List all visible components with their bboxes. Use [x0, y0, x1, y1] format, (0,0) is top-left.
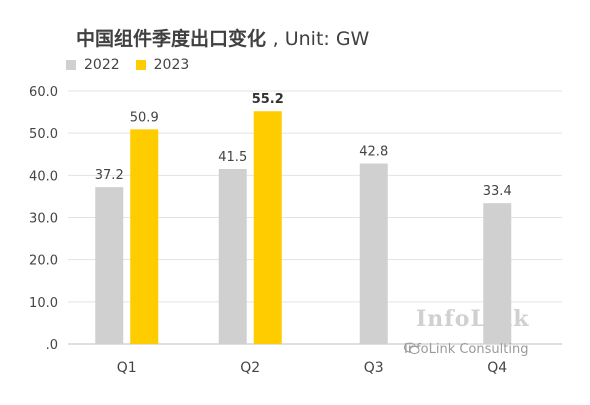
y-tick-label: 10.0 — [29, 296, 58, 311]
y-axis-ticks: .0 10.0 20.0 30.0 40.0 50.0 60.0 — [29, 85, 58, 353]
data-label-2022-Q4: 33.4 — [483, 184, 512, 199]
bar-2022-Q4 — [483, 203, 512, 344]
data-label-2022-Q3: 42.8 — [359, 145, 388, 160]
data-labels: 37.2 50.9 41.5 55.2 42.8 33.4 — [95, 92, 512, 199]
chart-unit: , Unit: GW — [272, 28, 370, 50]
legend-item-2022: 2022 — [66, 57, 120, 73]
legend-label-2022: 2022 — [84, 57, 120, 73]
bars — [95, 111, 512, 345]
y-tick-label: 30.0 — [29, 212, 58, 227]
legend-item-2023: 2023 — [135, 57, 190, 73]
chart-title-text: 中国组件季度出口变化 — [76, 28, 267, 50]
x-category-label: Q4 — [487, 360, 507, 376]
watermark-credit: InfoLink Consulting — [404, 342, 528, 357]
y-tick-label: 40.0 — [29, 169, 58, 184]
bar-2022-Q3 — [359, 163, 388, 344]
y-tick-label: 20.0 — [29, 254, 58, 269]
data-label-2022-Q1: 37.2 — [95, 168, 124, 183]
y-tick-label: .0 — [46, 338, 58, 353]
x-axis-categories: Q1 Q2 Q3 Q4 — [117, 360, 508, 376]
x-category-label: Q3 — [364, 360, 384, 376]
x-category-label: Q1 — [117, 360, 137, 376]
wechat-icon — [404, 342, 420, 355]
legend-label-2023: 2023 — [153, 57, 190, 73]
bar-2022-Q1 — [95, 187, 124, 344]
data-label-2023-Q2: 55.2 — [252, 92, 284, 107]
y-tick-label: 50.0 — [29, 127, 58, 142]
watermark-logo: InfoLink — [416, 306, 530, 332]
y-tick-label: 60.0 — [29, 85, 58, 100]
watermark-credit-text: InfoLink Consulting — [404, 342, 529, 357]
x-category-label: Q2 — [240, 360, 260, 376]
legend: 2022 2023 — [66, 57, 205, 73]
data-label-2023-Q1: 50.9 — [130, 110, 159, 125]
data-label-2022-Q2: 41.5 — [218, 150, 247, 165]
bar-2023-Q1 — [130, 129, 159, 344]
chart-title: 中国组件季度出口变化 , Unit: GW — [76, 24, 369, 51]
bar-2022-Q2 — [218, 169, 247, 344]
bar-2023-Q2 — [253, 111, 282, 345]
legend-swatch-2023 — [135, 60, 146, 70]
legend-swatch-2022 — [66, 60, 76, 70]
